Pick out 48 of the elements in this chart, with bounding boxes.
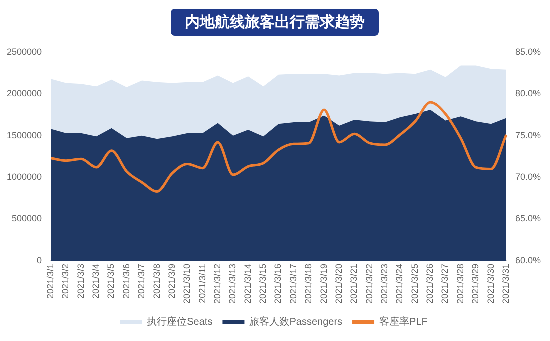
x-tick-label: 2021/3/18	[304, 264, 314, 304]
x-tick-label: 2021/3/9	[166, 264, 177, 300]
x-tick-label: 2021/3/25	[410, 264, 420, 304]
x-tick-label: 2021/3/17	[288, 264, 298, 304]
x-tick-label: 2021/3/7	[136, 264, 147, 300]
y-tick-label: 2000000	[6, 88, 42, 99]
y-tick-label: 1000000	[6, 172, 42, 182]
line-series	[50, 101, 508, 193]
y2-tick-label: 70.0%	[515, 172, 542, 182]
y-tick-label: 500000	[12, 214, 42, 224]
x-tick-label: 2021/3/26	[425, 264, 436, 304]
x-tick-label: 2021/3/14	[242, 264, 253, 304]
x-tick-label: 2021/3/31	[500, 264, 511, 304]
x-tick-label: 2021/3/8	[152, 264, 162, 300]
y-tick-label: 2500000	[6, 46, 42, 57]
x-tick-label: 2021/3/24	[394, 264, 405, 304]
x-tick-label: 2021/3/28	[455, 264, 466, 304]
y2-tick-label: 85.0%	[515, 46, 542, 57]
legend-label: 执行座位Seats	[147, 316, 213, 328]
chart-title: 内地航线旅客出行需求趋势	[171, 8, 379, 36]
x-tick-label: 2021/3/16	[273, 264, 284, 304]
x-tick-label: 2021/3/27	[440, 264, 450, 304]
x-tick-label: 2021/3/23	[380, 264, 390, 304]
y-tick-label: 1500000	[6, 130, 42, 140]
legend-label: 客座率PLF	[380, 316, 428, 328]
x-tick-label: 2021/3/13	[228, 264, 238, 304]
x-tick-label: 2021/3/5	[106, 264, 116, 300]
x-tick-label: 2021/3/30	[486, 264, 496, 304]
y2-tick-label: 65.0%	[515, 214, 542, 224]
y2-tick-label: 60.0%	[515, 255, 542, 266]
legend-label: 旅客人数Passengers	[250, 316, 343, 328]
x-tick-label: 2021/3/3	[76, 264, 86, 300]
y2-tick-label: 80.0%	[515, 88, 542, 99]
x-tick-label: 2021/3/6	[121, 264, 132, 300]
y-tick-label: 0	[37, 255, 42, 266]
x-tick-label: 2021/3/20	[334, 264, 344, 304]
x-tick-label: 2021/3/12	[212, 264, 223, 304]
x-tick-label: 2021/3/1	[46, 264, 56, 300]
x-tick-label: 2021/3/21	[349, 264, 360, 304]
x-tick-label: 2021/3/19	[318, 264, 329, 304]
x-tick-label: 2021/3/2	[60, 264, 71, 300]
x-tick-label: 2021/3/10	[182, 264, 192, 304]
x-tick-label: 2021/3/11	[197, 264, 208, 304]
x-tick-label: 2021/3/29	[470, 264, 481, 304]
x-tick-label: 2021/3/22	[364, 264, 374, 304]
x-tick-label: 2021/3/15	[258, 264, 268, 304]
y2-tick-label: 75.0%	[515, 130, 542, 140]
x-tick-label: 2021/3/4	[91, 264, 102, 300]
